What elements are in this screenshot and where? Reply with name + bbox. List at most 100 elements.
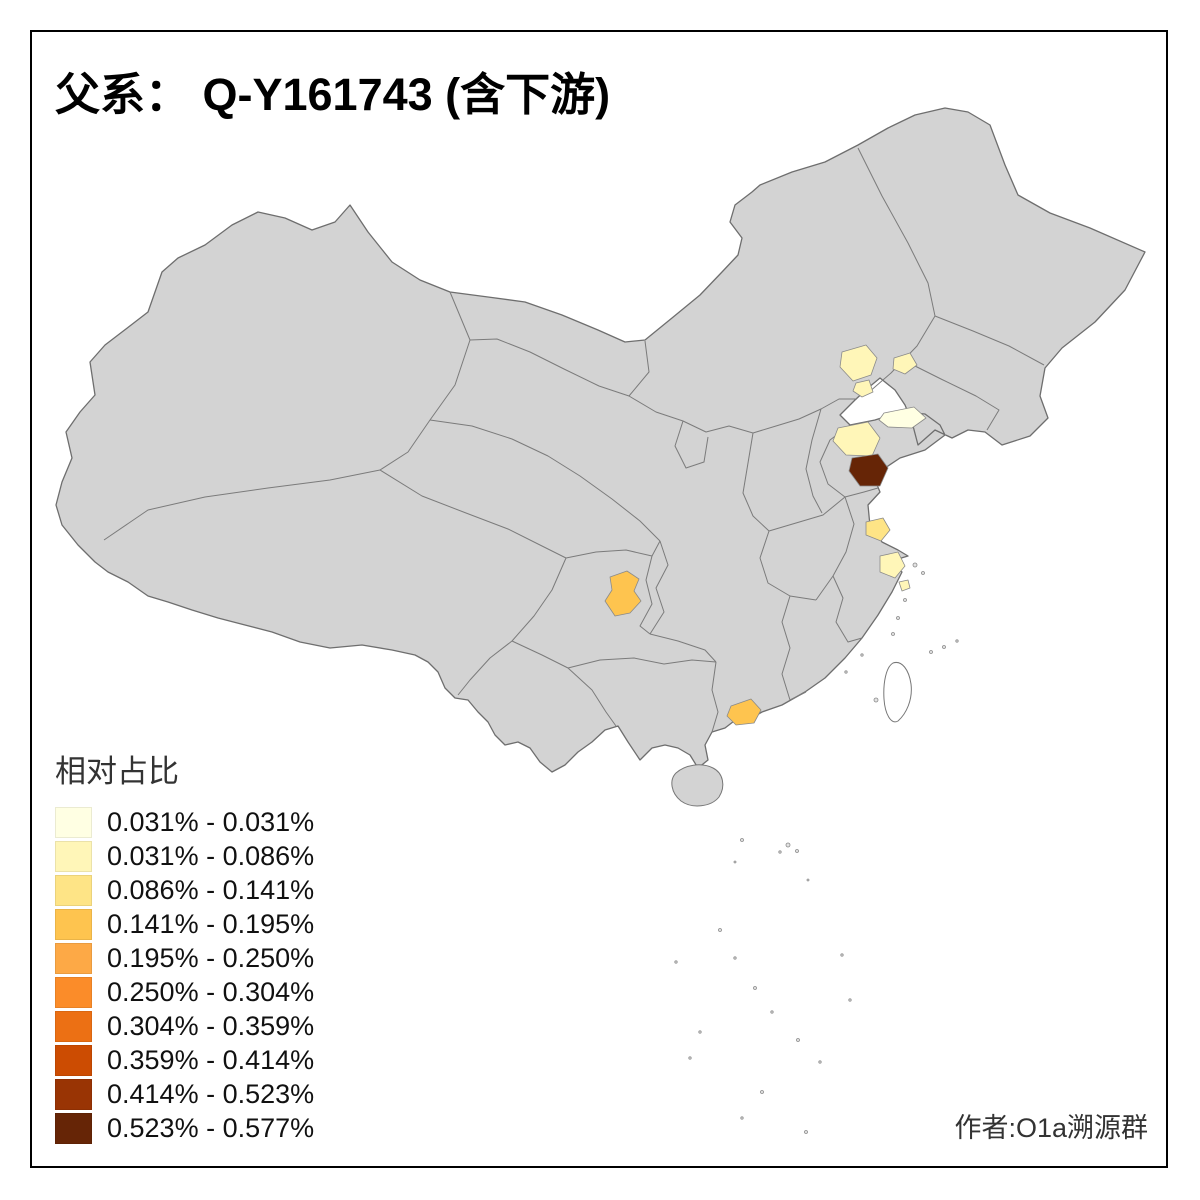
small-islands <box>674 562 959 1134</box>
island-dot <box>770 1010 774 1014</box>
province-border-line <box>832 496 863 643</box>
legend-label: 0.195% - 0.250% <box>107 943 315 973</box>
province-border-line <box>781 595 807 701</box>
island-dot <box>818 1060 822 1064</box>
legend-label: 0.031% - 0.031% <box>107 807 315 837</box>
province-border-line <box>805 408 823 514</box>
region-beijing <box>839 344 878 382</box>
hainan-island <box>671 764 724 807</box>
province-border-line <box>711 661 719 733</box>
region-tianjin <box>852 379 874 398</box>
province-border-line <box>649 540 669 635</box>
legend-row: 0.304% - 0.359% <box>55 1011 314 1042</box>
legend-items: 0.031% - 0.031% 0.031% - 0.086% 0.086% -… <box>55 807 314 1144</box>
legend-label: 0.359% - 0.414% <box>107 1045 315 1075</box>
province-border-line <box>759 530 817 601</box>
island-dot <box>891 632 895 636</box>
legend-row: 0.031% - 0.031% <box>55 807 314 838</box>
province-border-line <box>674 420 709 469</box>
legend-label: 0.250% - 0.304% <box>107 977 315 1007</box>
island-dot <box>733 860 737 864</box>
island-dot <box>844 670 848 674</box>
legend-row: 0.031% - 0.086% <box>55 841 314 872</box>
legend-row: 0.250% - 0.304% <box>55 977 314 1008</box>
region-guangdong-central <box>726 698 762 726</box>
island-dot <box>733 956 737 960</box>
island-dot <box>806 878 810 882</box>
island-dot <box>740 838 744 842</box>
legend-swatch <box>55 909 92 940</box>
island-dot <box>912 562 918 568</box>
legend-title: 相对占比 <box>55 754 179 789</box>
province-borders <box>103 147 1045 733</box>
island-dot <box>873 697 879 703</box>
island-dot <box>848 998 852 1002</box>
province-border-line <box>934 315 1045 366</box>
island-dot <box>921 571 925 575</box>
legend-row: 0.414% - 0.523% <box>55 1079 314 1110</box>
island-dot <box>929 650 933 654</box>
legend-label: 0.304% - 0.359% <box>107 1011 315 1041</box>
island-dot <box>778 850 782 854</box>
legend-row: 0.523% - 0.577% <box>55 1113 314 1144</box>
province-border-line <box>902 359 1000 431</box>
island-dot <box>785 842 791 848</box>
island-dot <box>860 653 864 657</box>
legend-row: 0.195% - 0.250% <box>55 943 314 974</box>
legend-row: 0.141% - 0.195% <box>55 909 314 940</box>
island-dot <box>795 849 799 853</box>
province-border-line <box>469 338 650 397</box>
china-mainland <box>55 107 1146 773</box>
region-chongqing <box>604 570 642 617</box>
island-dot <box>674 960 678 964</box>
province-border-line <box>815 575 834 601</box>
taiwan-island <box>883 661 912 723</box>
legend-swatch <box>55 1011 92 1042</box>
island-dot <box>942 645 946 649</box>
legend-label: 0.414% - 0.523% <box>107 1079 315 1109</box>
province-border-line <box>768 496 846 532</box>
island-dot <box>753 986 757 990</box>
region-hebei-coastal <box>892 352 918 375</box>
region-zhejiang-north <box>879 551 906 579</box>
region-shandong-south-coast <box>848 453 889 487</box>
legend-swatch <box>55 1045 92 1076</box>
region-zhejiang-small <box>898 579 911 592</box>
legend-row: 0.359% - 0.414% <box>55 1045 314 1076</box>
page-title: 父系： Q-Y161743 (含下游) <box>55 69 611 120</box>
province-border-line <box>511 640 617 727</box>
island-dot <box>804 1130 808 1134</box>
author-credit: 作者:O1a溯源群 <box>954 1113 1148 1143</box>
province-border-line <box>379 469 567 696</box>
island-dot <box>796 1038 800 1042</box>
legend-label: 0.141% - 0.195% <box>107 909 315 939</box>
island-dot <box>955 639 959 643</box>
legend: 相对占比 0.031% - 0.031% 0.031% - 0.086% 0.0… <box>55 746 314 1147</box>
legend-label: 0.031% - 0.086% <box>107 841 315 871</box>
legend-swatch <box>55 1113 92 1144</box>
island-dot <box>698 1030 702 1034</box>
province-border-line <box>429 419 661 542</box>
island-dot <box>760 1090 764 1094</box>
province-border-line <box>819 424 879 498</box>
island-dot <box>740 1116 744 1120</box>
legend-swatch <box>55 1079 92 1110</box>
island-dot <box>688 1056 692 1060</box>
province-border-line <box>649 633 717 663</box>
colored-regions <box>604 344 927 726</box>
legend-swatch <box>55 807 92 838</box>
island-dot <box>896 616 900 620</box>
province-border-line <box>567 657 717 669</box>
province-border-line <box>742 432 770 532</box>
legend-swatch <box>55 943 92 974</box>
legend-label: 0.086% - 0.141% <box>107 875 315 905</box>
legend-swatch <box>55 875 92 906</box>
province-border-line <box>565 540 661 559</box>
island-dot <box>718 928 722 932</box>
island-dot <box>903 598 907 602</box>
legend-swatch <box>55 977 92 1008</box>
region-shandong-peninsula <box>878 406 927 429</box>
legend-swatch <box>55 841 92 872</box>
region-jiangsu-central <box>865 517 891 542</box>
